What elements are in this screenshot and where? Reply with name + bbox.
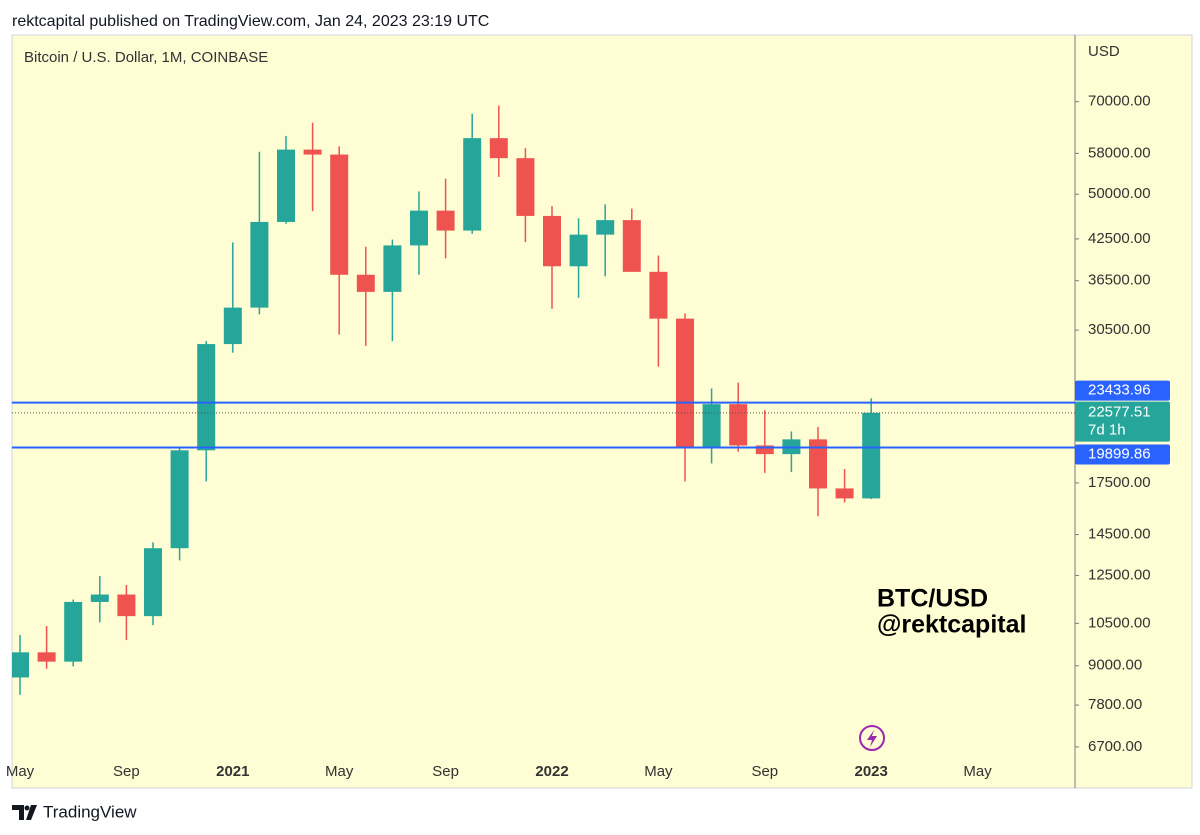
level-label: 19899.86 <box>1088 446 1151 463</box>
x-tick-label: May <box>644 763 673 780</box>
x-tick-label: Sep <box>751 763 778 780</box>
y-tick-label: 42500.00 <box>1088 230 1151 247</box>
candle-body <box>622 220 641 272</box>
y-axis-label: USD <box>1088 43 1120 60</box>
y-tick-label: 10500.00 <box>1088 614 1151 631</box>
x-tick-label: 2022 <box>535 763 568 780</box>
candle-body <box>516 158 535 216</box>
level-label-box <box>1075 444 1170 465</box>
y-tick-label: 70000.00 <box>1088 93 1151 110</box>
price-label: 22577.51 <box>1088 404 1151 421</box>
y-tick-label: 58000.00 <box>1088 144 1151 161</box>
candle-body <box>64 601 83 662</box>
candle-body <box>330 154 349 275</box>
candle-body <box>569 234 588 267</box>
y-tick-label: 14500.00 <box>1088 526 1151 543</box>
x-tick-label: May <box>325 763 354 780</box>
candle-body <box>117 594 136 617</box>
y-tick-label: 12500.00 <box>1088 566 1151 583</box>
candle-body <box>755 445 774 455</box>
candle-body <box>676 318 694 447</box>
y-tick-label: 36500.00 <box>1088 272 1151 289</box>
countdown-label: 7d 1h <box>1088 422 1126 439</box>
level-label-box <box>1075 380 1170 401</box>
candle-body <box>277 149 295 222</box>
lightning-icon <box>859 725 885 751</box>
candle-body <box>356 274 375 292</box>
watermark: @rektcapital <box>877 611 1026 639</box>
candle-body <box>543 215 561 267</box>
x-tick-label: May <box>6 763 35 780</box>
candle-body <box>489 138 508 159</box>
candle-body <box>170 450 189 549</box>
candle-body <box>463 138 482 231</box>
candle-body <box>37 652 56 662</box>
candle-body <box>223 307 242 345</box>
x-tick-label: Sep <box>432 763 459 780</box>
y-tick-label: 50000.00 <box>1088 185 1151 202</box>
header: rektcapital published on TradingView.com… <box>12 13 489 30</box>
y-tick-label: 17500.00 <box>1088 474 1151 491</box>
price-label-box <box>1075 401 1170 442</box>
candle-body <box>12 652 29 678</box>
x-tick-label: Sep <box>113 763 140 780</box>
candle-body <box>90 594 109 602</box>
plot <box>12 105 881 695</box>
candle-body <box>649 271 668 319</box>
x-tick-label: 2021 <box>216 763 249 780</box>
x-tick-label: May <box>963 763 992 780</box>
level-label: 23433.96 <box>1088 382 1151 399</box>
candle-body <box>383 245 402 292</box>
y-tick-label: 7800.00 <box>1088 696 1142 713</box>
watermark: BTC/USD <box>877 585 988 613</box>
candle-body <box>144 548 162 617</box>
candle-body <box>862 412 881 499</box>
candle-body <box>596 220 615 235</box>
footer-logo <box>12 805 37 820</box>
candle-body <box>809 439 827 489</box>
candle-body <box>835 488 854 499</box>
chart-title: Bitcoin / U.S. Dollar, 1M, COINBASE <box>24 49 268 66</box>
y-tick-label: 6700.00 <box>1088 738 1142 755</box>
candle-body <box>436 210 455 231</box>
chart-area <box>11 34 1193 789</box>
candle-body <box>250 221 269 308</box>
candle-body <box>197 344 216 451</box>
footer: TradingView <box>43 802 137 821</box>
x-tick-label: 2023 <box>855 763 888 780</box>
y-tick-label: 30500.00 <box>1088 321 1151 338</box>
candle-body <box>410 210 428 246</box>
candle-body <box>729 404 748 446</box>
candle-body <box>303 149 322 155</box>
y-tick-label: 9000.00 <box>1088 657 1142 674</box>
candle-body <box>702 404 721 447</box>
